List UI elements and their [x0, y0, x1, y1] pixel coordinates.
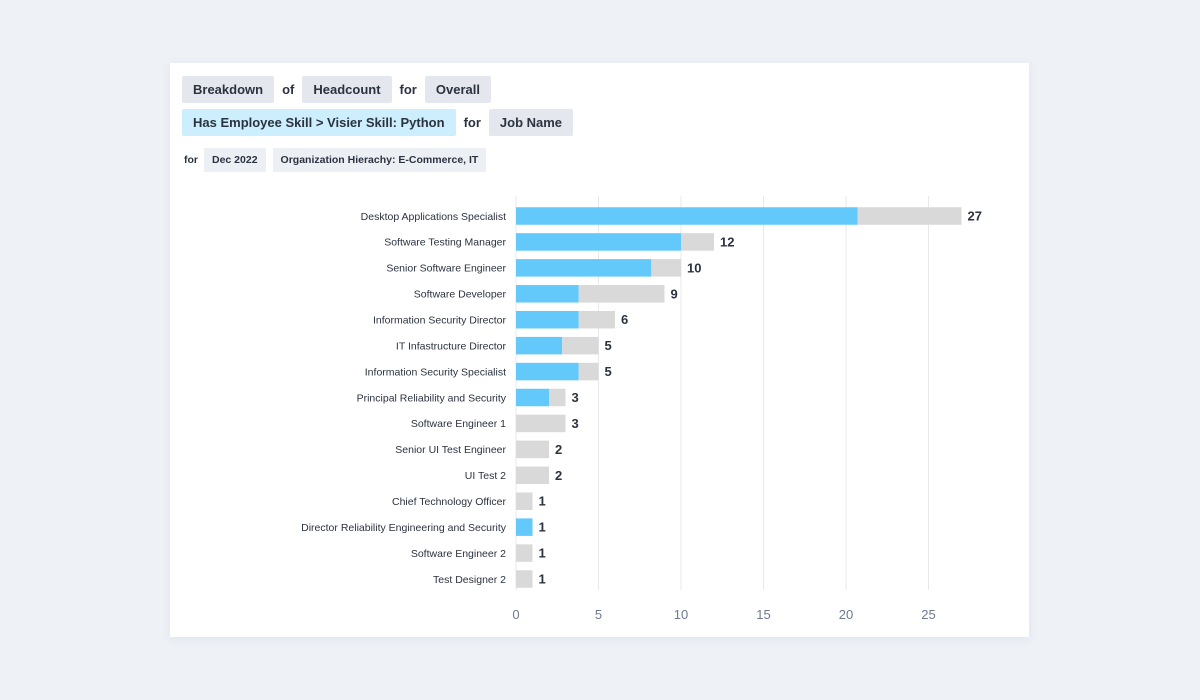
bar-python	[516, 336, 563, 355]
bar-other	[681, 233, 714, 251]
data-label: 1	[539, 572, 546, 587]
org-chip[interactable]: Organization Hierachy: E-Commerce, IT	[272, 148, 487, 172]
for-label-3: for	[184, 154, 198, 166]
data-label: 9	[671, 286, 678, 301]
query-row-filter: Has Employee Skill > Visier Skill: Pytho…	[182, 109, 574, 136]
bar-other	[516, 414, 566, 433]
data-label: 27	[968, 209, 982, 224]
category-label: Information Security Director	[373, 315, 507, 327]
for-label: for	[399, 82, 417, 97]
bar-python	[516, 310, 579, 329]
scope-chip[interactable]: Overall	[424, 76, 491, 103]
bar-python	[516, 362, 579, 381]
x-tick-label: 5	[595, 607, 602, 622]
bar-other	[516, 492, 533, 510]
category-label: Director Reliability Engineering and Sec…	[301, 522, 507, 534]
data-label: 5	[605, 364, 612, 379]
category-label: Senior UI Test Engineer	[395, 444, 506, 456]
category-label: IT Infastructure Director	[396, 340, 507, 352]
bar-python	[516, 233, 681, 251]
bar-other	[578, 362, 599, 381]
data-label: 3	[572, 390, 579, 405]
chart-card: Breakdown of Headcount for Overall Has E…	[170, 63, 1029, 637]
bar-other	[516, 440, 549, 459]
bar-other	[516, 570, 533, 588]
filter-chip[interactable]: Has Employee Skill > Visier Skill: Pytho…	[182, 109, 456, 136]
category-label: Software Engineer 2	[411, 548, 506, 560]
breakdown-chip[interactable]: Breakdown	[182, 76, 275, 103]
category-label: Software Testing Manager	[384, 237, 506, 249]
data-label: 10	[687, 260, 701, 275]
data-label: 1	[539, 494, 546, 509]
category-label: UI Test 2	[465, 470, 506, 482]
category-label: Senior Software Engineer	[386, 263, 506, 275]
bar-other	[516, 544, 533, 562]
period-chip[interactable]: Dec 2022	[204, 148, 266, 172]
category-label: Information Security Specialist	[365, 366, 506, 378]
x-tick-label: 15	[756, 607, 770, 622]
bar-python	[516, 285, 579, 303]
bar-other	[651, 259, 681, 277]
x-tick-label: 10	[674, 607, 688, 622]
bar-other	[857, 207, 962, 225]
category-label: Software Engineer 1	[411, 418, 506, 430]
query-row-metric: Breakdown of Headcount for Overall	[182, 76, 491, 103]
category-label: Chief Technology Officer	[392, 496, 507, 508]
bar-python	[516, 259, 652, 277]
bar-python	[516, 388, 549, 407]
data-label: 1	[539, 520, 546, 535]
query-row-context: for Dec 2022 Organization Hierachy: E-Co…	[182, 148, 487, 172]
group-by-chip[interactable]: Job Name	[488, 109, 574, 136]
bar-other	[578, 285, 665, 303]
data-label: 12	[720, 234, 734, 249]
category-label: Principal Reliability and Security	[357, 392, 507, 404]
category-label: Test Designer 2	[433, 574, 506, 586]
category-label: Software Developer	[414, 289, 507, 301]
bar-python	[516, 518, 533, 536]
x-tick-label: 25	[921, 607, 935, 622]
data-label: 5	[605, 338, 612, 353]
x-tick-label: 0	[512, 607, 519, 622]
bar-other	[578, 310, 615, 329]
data-label: 6	[621, 312, 628, 327]
bar-python	[516, 207, 858, 225]
bar-other	[549, 388, 566, 407]
for-label-2: for	[463, 115, 481, 130]
bar-other	[562, 336, 599, 355]
data-label: 1	[539, 546, 546, 561]
data-label: 2	[555, 442, 562, 457]
data-label: 3	[572, 416, 579, 431]
metric-chip[interactable]: Headcount	[302, 76, 392, 103]
bar-other	[516, 466, 549, 485]
data-label: 2	[555, 468, 562, 483]
category-label: Desktop Applications Specialist	[361, 211, 506, 223]
of-label: of	[282, 82, 295, 97]
x-tick-label: 20	[839, 607, 853, 622]
